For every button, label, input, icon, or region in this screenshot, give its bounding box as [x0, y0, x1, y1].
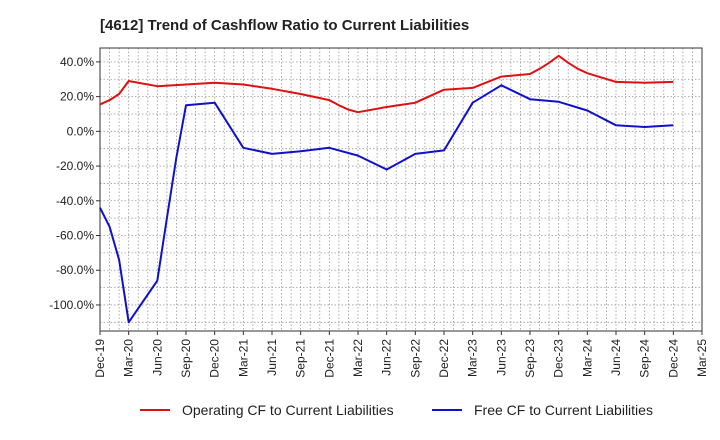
x-tick-label: Mar-20	[122, 339, 136, 377]
legend: Operating CF to Current Liabilities Free …	[140, 402, 653, 418]
y-tick-label: 20.0%	[60, 90, 94, 104]
x-tick-label: Mar-21	[236, 339, 250, 377]
x-tick-label: Jun-20	[150, 339, 164, 376]
y-tick-label: 0.0%	[67, 124, 95, 138]
series-line-free-cf	[99, 84, 674, 324]
plot-background	[100, 48, 702, 331]
y-tick-label: -40.0%	[56, 194, 94, 208]
y-tick-label: -20.0%	[56, 159, 94, 173]
y-tick-label: -60.0%	[56, 229, 94, 243]
x-tick-label: Jun-23	[494, 339, 508, 376]
y-tick-label: -80.0%	[56, 263, 94, 277]
x-tick-label: Dec-23	[552, 339, 566, 378]
series-line-operating-cf	[99, 54, 674, 114]
plot-area: 40.0% 20.0% 0.0% -20.0% -40.0% -60.0% -80.0% -1…	[49, 47, 709, 378]
x-tick-label: Dec-19	[93, 339, 107, 378]
x-tick-label: Mar-22	[351, 339, 365, 377]
chart-title: [4612] Trend of Cashflow Ratio to Curren…	[100, 17, 469, 34]
x-tick-label: Sep-21	[294, 339, 308, 378]
y-tick-label: -100.0%	[49, 298, 94, 312]
y-tick-label: 40.0%	[60, 55, 94, 69]
x-tick-label: Sep-24	[638, 339, 652, 378]
x-tick-label: Jun-24	[609, 339, 623, 376]
x-tick-label: Dec-20	[208, 339, 222, 378]
x-tick-label: Dec-22	[437, 339, 451, 378]
x-tick-label: Dec-24	[666, 339, 680, 378]
legend-label: Operating CF to Current Liabilities	[182, 402, 394, 418]
plot-frame	[99, 47, 703, 332]
x-tick-label: Sep-20	[179, 339, 193, 378]
x-tick-label: Sep-23	[523, 339, 537, 378]
x-tick-label: Mar-24	[580, 339, 594, 377]
x-tick-label: Dec-21	[322, 339, 336, 378]
x-tick-label: Jun-21	[265, 339, 279, 376]
legend-label: Free CF to Current Liabilities	[474, 402, 653, 418]
x-tick-label: Mar-23	[466, 339, 480, 377]
x-tick-label: Mar-25	[695, 339, 709, 377]
x-tick-label: Sep-22	[408, 339, 422, 378]
x-tick-label: Jun-22	[380, 339, 394, 376]
